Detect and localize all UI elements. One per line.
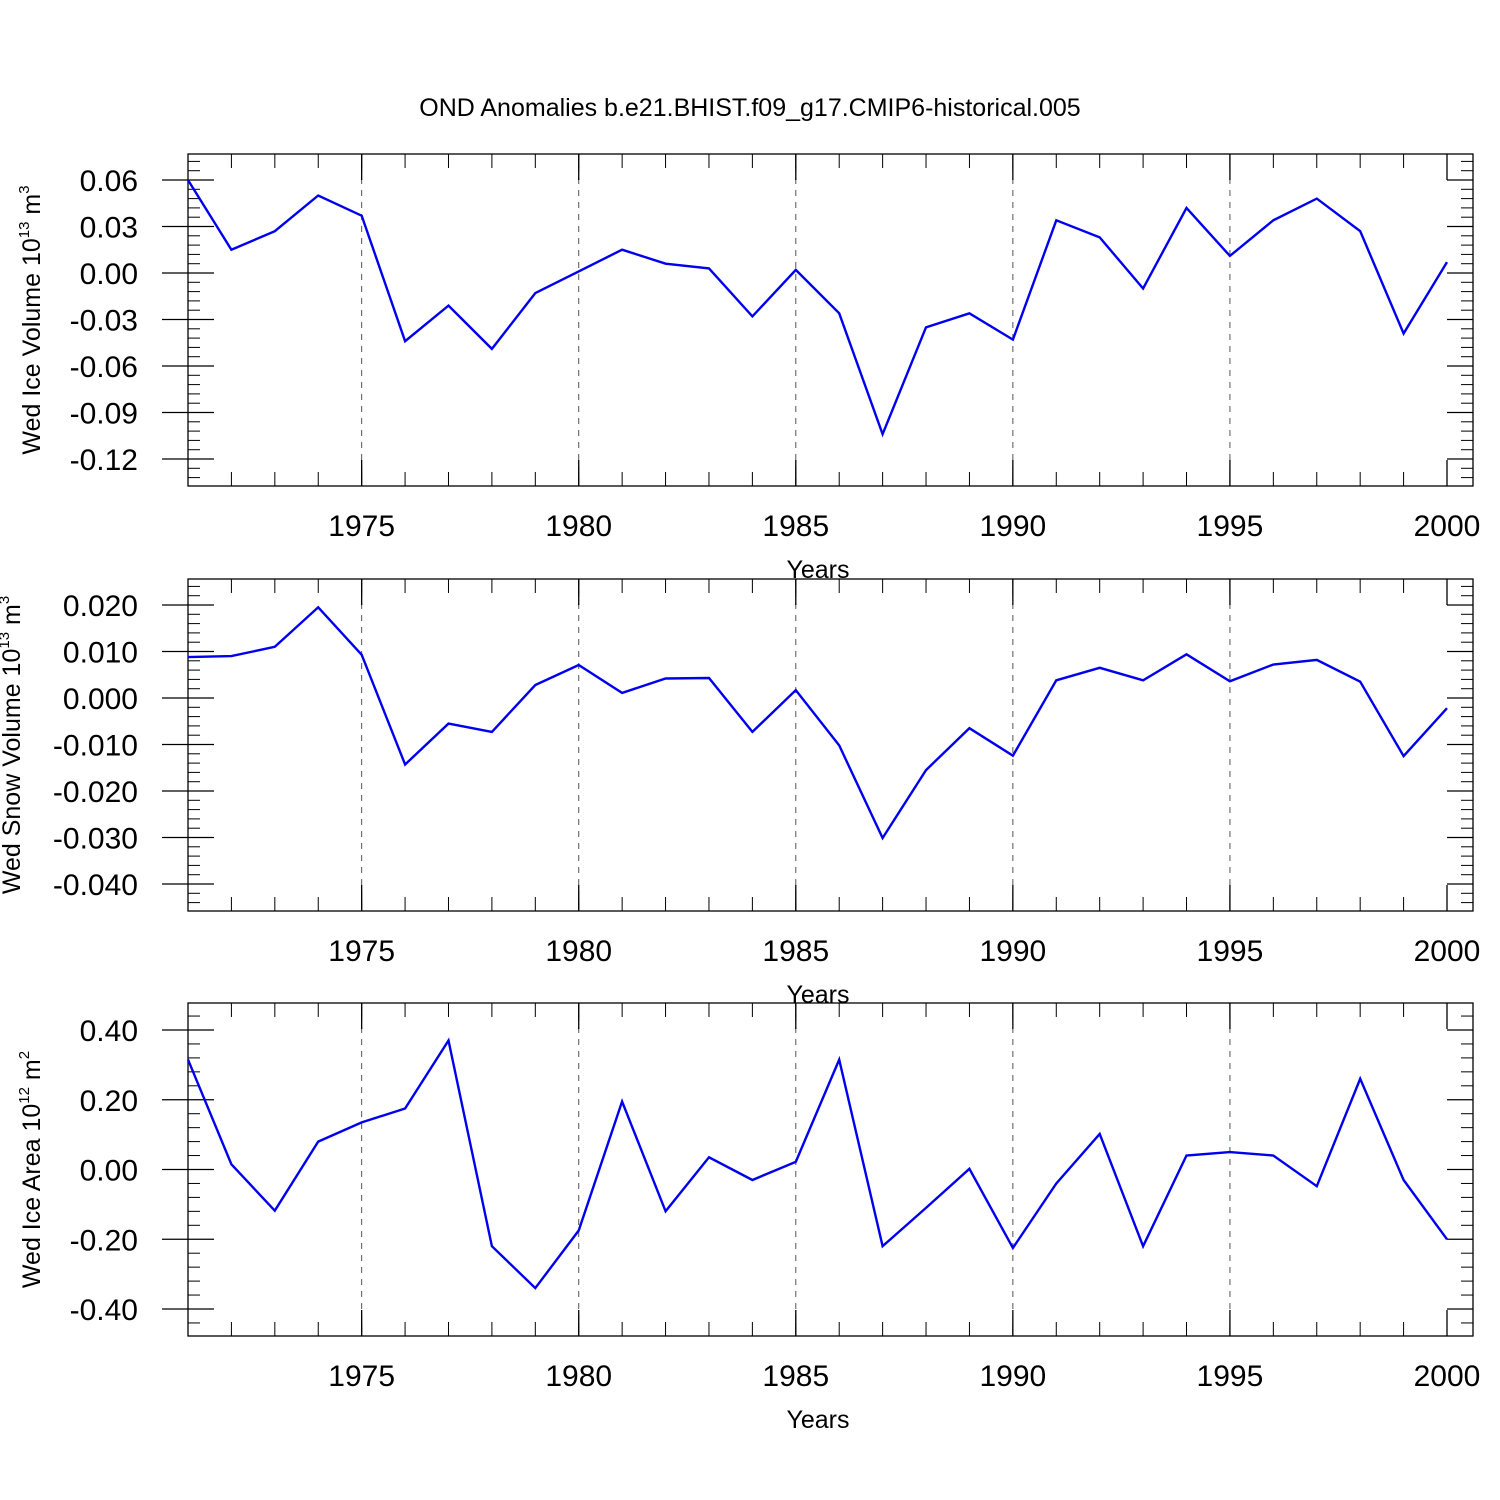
x-tick-label: 1985 — [762, 935, 829, 968]
x-tick-label: 2000 — [1414, 935, 1481, 968]
y-tick-label: -0.09 — [70, 398, 138, 431]
x-tick-label: 1985 — [762, 1360, 829, 1393]
y-tick-label: 0.020 — [63, 590, 138, 623]
x-tick-label: 1990 — [979, 1360, 1046, 1393]
y-axis-label-exponent: 13 — [16, 222, 33, 239]
y-axis-label-unit-exponent: 2 — [16, 1051, 33, 1059]
y-axis-label: Wed Snow Volume 1013 m3 — [0, 596, 26, 894]
y-axis-label-unit: m — [18, 194, 46, 222]
y-axis-label-exponent: 13 — [0, 632, 13, 649]
y-tick-label: 0.03 — [80, 212, 138, 245]
y-tick-label: 0.06 — [80, 165, 138, 198]
y-axis-label-text: Wed Snow Volume 10 — [0, 649, 26, 895]
x-tick-label: 1980 — [545, 1360, 612, 1393]
y-tick-label: -0.40 — [70, 1294, 138, 1327]
y-axis-label-unit-exponent: 3 — [0, 596, 13, 604]
y-axis-label-unit: m — [18, 1059, 46, 1087]
plot-frame — [187, 578, 1474, 912]
chart-panels: 1975 1980 1985 1990 1995 2000 -0.12 -0.09 -0.06 -… — [0, 153, 1481, 1434]
y-tick-label: -0.06 — [70, 351, 138, 384]
y-tick-label: -0.030 — [53, 823, 138, 856]
x-tick-label: 1980 — [545, 510, 612, 543]
chart-title: OND Anomalies b.e21.BHIST.f09_g17.CMIP6-… — [419, 94, 1080, 122]
y-axis-label-exponent: 12 — [16, 1087, 33, 1104]
y-tick-label: 0.00 — [80, 1155, 138, 1188]
x-tick-label: 1975 — [328, 935, 395, 968]
x-tick-label: 1995 — [1197, 935, 1264, 968]
y-tick-label: -0.03 — [70, 305, 138, 338]
series-line — [186, 1037, 1448, 1290]
y-axis-label-unit-exponent: 3 — [16, 185, 33, 193]
y-tick-label: 0.40 — [80, 1015, 138, 1048]
x-tick-label: 1975 — [328, 1360, 395, 1393]
plot-frame — [187, 153, 1474, 487]
y-axis-label-text: Wed Ice Volume 10 — [18, 238, 46, 454]
x-tick-label: 1975 — [328, 510, 395, 543]
y-axis-label: Wed Ice Volume 1013 m3 — [16, 185, 46, 454]
x-tick-label: 2000 — [1414, 510, 1481, 543]
y-tick-label: 0.00 — [80, 258, 138, 291]
y-tick-label: -0.040 — [53, 869, 138, 902]
series-line — [186, 179, 1449, 438]
x-tick-label: 1990 — [979, 510, 1046, 543]
y-tick-label: 0.010 — [63, 637, 138, 670]
series-line — [187, 605, 1448, 841]
chart-panel-3: 1975 1980 1985 1990 1995 2000 -0.40 -0.20 0.00 0.… — [16, 1002, 1481, 1434]
x-tick-label: 1985 — [762, 510, 829, 543]
chart-panel-2: 1975 1980 1985 1990 1995 2000 -0.040 -0.030 -0.0… — [0, 578, 1481, 1009]
y-axis-label: Wed Ice Area 1012 m2 — [16, 1051, 46, 1288]
x-tick-label: 1990 — [979, 935, 1046, 968]
y-tick-label: -0.010 — [53, 730, 138, 763]
x-tick-label: 2000 — [1414, 1360, 1481, 1393]
x-tick-label: 1980 — [545, 935, 612, 968]
plot-frame — [187, 1002, 1474, 1337]
y-tick-label: 0.20 — [80, 1085, 138, 1118]
x-axis-label: Years — [786, 1406, 849, 1434]
y-axis-label-text: Wed Ice Area 10 — [18, 1104, 46, 1288]
y-tick-label: -0.12 — [70, 444, 138, 477]
x-tick-label: 1995 — [1197, 510, 1264, 543]
y-tick-label: 0.000 — [63, 683, 138, 716]
y-axis-label-unit: m — [0, 604, 26, 632]
y-tick-label: -0.020 — [53, 776, 138, 809]
chart-panel-1: 1975 1980 1985 1990 1995 2000 -0.12 -0.09 -0.06 -… — [16, 153, 1481, 584]
x-tick-label: 1995 — [1197, 1360, 1264, 1393]
y-tick-label: -0.20 — [70, 1224, 138, 1257]
